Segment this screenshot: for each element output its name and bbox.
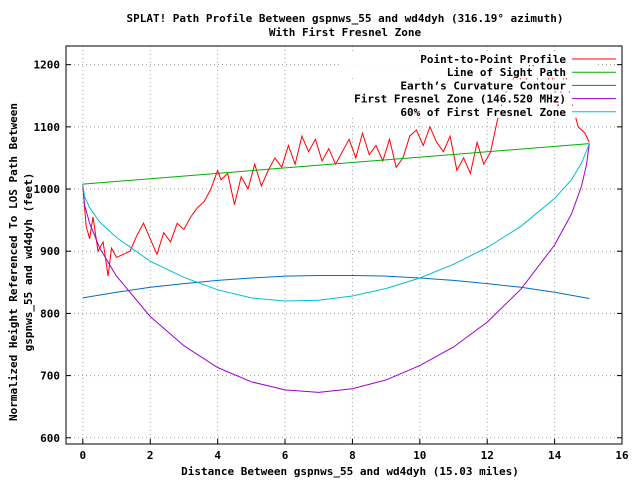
y-tick-label: 700 <box>40 370 60 383</box>
legend-label-3: First Fresnel Zone (146.520 MHz) <box>354 93 566 106</box>
legend-bg <box>340 92 598 105</box>
x-tick-label: 10 <box>413 449 426 462</box>
y-tick-label: 1200 <box>34 59 61 72</box>
x-tick-label: 14 <box>548 449 562 462</box>
y-tick-label: 1000 <box>34 183 61 196</box>
legend-label-2: Earth’s Curvature Contour <box>400 79 566 92</box>
y-axis-label-line1: Normalized Height Referenced To LOS Path… <box>7 103 20 421</box>
x-axis-label: Distance Between gspnws_55 and wd4dyh (1… <box>181 465 519 478</box>
y-tick-label: 800 <box>40 307 60 320</box>
series-line-4 <box>82 143 590 302</box>
tick-layer: 0 2 4 6 8 10 12 14 16 600 700 800 900 1000 1100 1200 <box>34 59 629 462</box>
x-tick-label: 8 <box>349 449 356 462</box>
chart-title: SPLAT! Path Profile Between gspnws_55 an… <box>126 12 563 25</box>
x-tick-label: 2 <box>147 449 154 462</box>
x-tick-label: 4 <box>214 449 221 462</box>
grid-layer <box>66 46 623 444</box>
legend-bg <box>340 105 598 118</box>
y-tick-label: 900 <box>40 245 60 258</box>
x-tick-label: 12 <box>481 449 494 462</box>
legend-bg <box>340 53 598 65</box>
legend-bg <box>340 79 598 92</box>
series-line-2 <box>82 275 590 299</box>
x-tick-label: 16 <box>615 449 629 462</box>
y-axis-label-line2: gspnws_55 and wd4dyh (feet) <box>22 173 35 352</box>
series-line-1 <box>82 143 590 185</box>
y-tick-label: 600 <box>40 432 60 445</box>
legend-bg <box>340 66 598 79</box>
series-line-3 <box>82 143 590 393</box>
chart-subtitle: With First Fresnel Zone <box>269 26 422 39</box>
y-tick-label: 1100 <box>34 121 61 134</box>
plot-frame <box>65 45 623 445</box>
legend-label-4: 60% of First Fresnel Zone <box>400 106 566 119</box>
legend-label-1: Line of Sight Path <box>447 66 566 79</box>
x-tick-label: 6 <box>282 449 289 462</box>
x-tick-label: 0 <box>80 449 87 462</box>
legend-label-0: Point-to-Point Profile <box>420 53 566 66</box>
